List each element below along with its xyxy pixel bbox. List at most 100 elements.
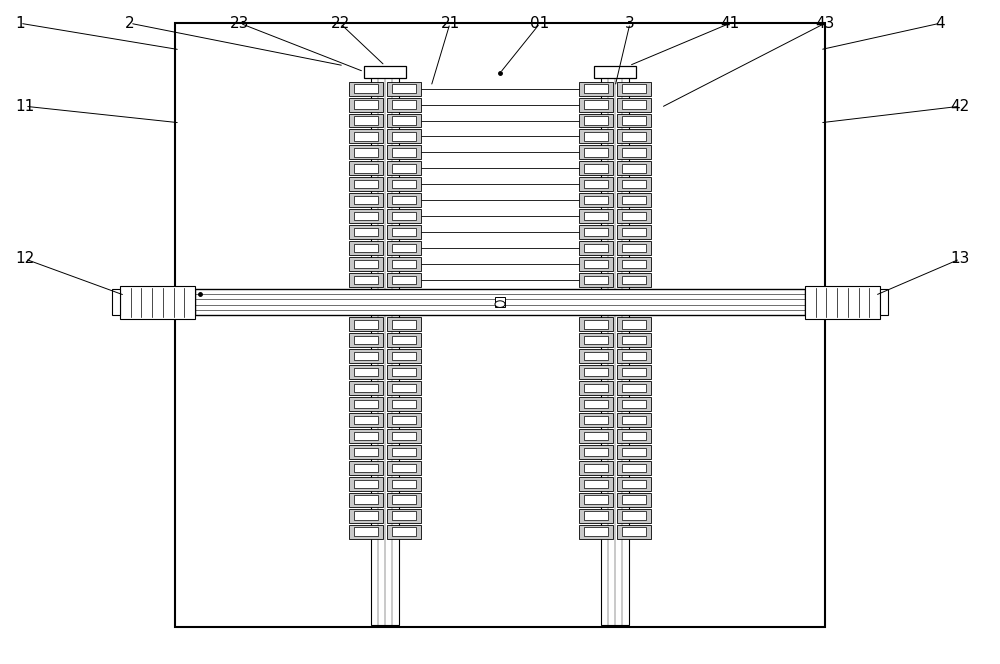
- Bar: [579, 429, 613, 443]
- Bar: [622, 384, 646, 392]
- Bar: [392, 276, 416, 284]
- Bar: [584, 180, 608, 189]
- Text: 2: 2: [125, 16, 135, 31]
- Bar: [584, 320, 608, 329]
- Bar: [392, 448, 416, 456]
- Bar: [354, 336, 378, 345]
- Bar: [387, 225, 421, 239]
- Bar: [349, 413, 383, 427]
- Bar: [584, 84, 608, 93]
- Bar: [387, 114, 421, 127]
- Bar: [387, 349, 421, 363]
- Bar: [387, 273, 421, 287]
- Bar: [392, 336, 416, 345]
- Bar: [349, 509, 383, 523]
- Bar: [617, 493, 651, 507]
- Bar: [387, 525, 421, 539]
- Bar: [354, 196, 378, 205]
- Bar: [622, 416, 646, 424]
- Bar: [584, 212, 608, 220]
- Bar: [622, 463, 646, 472]
- Bar: [584, 148, 608, 157]
- Bar: [622, 180, 646, 189]
- Bar: [387, 493, 421, 507]
- Bar: [617, 161, 651, 175]
- Bar: [584, 260, 608, 268]
- Bar: [387, 145, 421, 159]
- Text: 21: 21: [440, 16, 460, 31]
- Bar: [354, 352, 378, 361]
- Bar: [392, 495, 416, 504]
- Text: 22: 22: [330, 16, 350, 31]
- Bar: [617, 461, 651, 475]
- Bar: [387, 477, 421, 491]
- Bar: [622, 116, 646, 125]
- Text: 11: 11: [15, 99, 35, 114]
- Bar: [349, 493, 383, 507]
- Bar: [617, 209, 651, 223]
- Bar: [617, 114, 651, 127]
- Bar: [387, 413, 421, 427]
- Bar: [584, 527, 608, 536]
- Bar: [579, 145, 613, 159]
- Bar: [805, 286, 880, 319]
- Bar: [354, 463, 378, 472]
- Bar: [349, 525, 383, 539]
- Bar: [495, 297, 505, 307]
- Bar: [364, 66, 406, 78]
- Bar: [617, 98, 651, 112]
- Bar: [354, 479, 378, 488]
- Bar: [622, 511, 646, 520]
- Bar: [622, 368, 646, 376]
- Bar: [392, 228, 416, 236]
- Bar: [622, 400, 646, 408]
- Bar: [392, 320, 416, 329]
- Bar: [387, 381, 421, 395]
- Bar: [392, 132, 416, 141]
- Text: 4: 4: [935, 16, 945, 31]
- Bar: [349, 241, 383, 255]
- Bar: [617, 193, 651, 207]
- Bar: [387, 445, 421, 459]
- Bar: [354, 416, 378, 424]
- Bar: [175, 23, 825, 627]
- Bar: [349, 445, 383, 459]
- Bar: [349, 349, 383, 363]
- Text: 3: 3: [625, 16, 635, 31]
- Bar: [617, 317, 651, 331]
- Bar: [584, 400, 608, 408]
- Bar: [387, 209, 421, 223]
- Bar: [392, 432, 416, 440]
- Text: 12: 12: [15, 252, 35, 266]
- Bar: [584, 511, 608, 520]
- Bar: [601, 73, 629, 625]
- Bar: [387, 241, 421, 255]
- Bar: [392, 148, 416, 157]
- Bar: [579, 365, 613, 379]
- Bar: [617, 429, 651, 443]
- Bar: [617, 381, 651, 395]
- Bar: [387, 193, 421, 207]
- Bar: [617, 397, 651, 411]
- Bar: [354, 84, 378, 93]
- Bar: [387, 461, 421, 475]
- Bar: [622, 132, 646, 141]
- Bar: [617, 509, 651, 523]
- Bar: [349, 209, 383, 223]
- Bar: [617, 225, 651, 239]
- Bar: [354, 180, 378, 189]
- Bar: [392, 196, 416, 205]
- Bar: [387, 161, 421, 175]
- Bar: [392, 527, 416, 536]
- Bar: [349, 461, 383, 475]
- Bar: [617, 257, 651, 271]
- Bar: [349, 477, 383, 491]
- Bar: [617, 525, 651, 539]
- Bar: [387, 429, 421, 443]
- Bar: [579, 161, 613, 175]
- Bar: [617, 365, 651, 379]
- Bar: [622, 479, 646, 488]
- Bar: [579, 413, 613, 427]
- Bar: [349, 98, 383, 112]
- Text: 23: 23: [230, 16, 250, 31]
